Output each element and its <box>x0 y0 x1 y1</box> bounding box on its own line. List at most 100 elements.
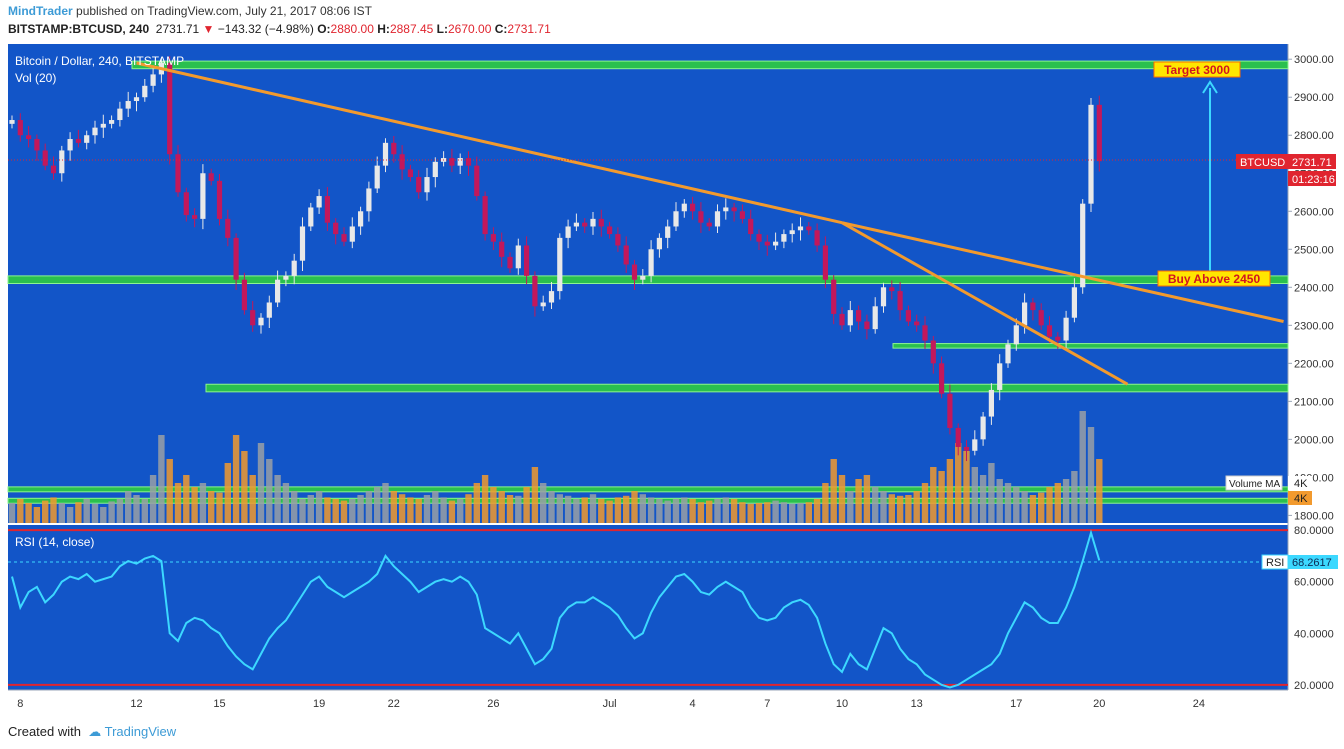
candle-body <box>872 306 878 330</box>
close-value: 2731.71 <box>507 22 551 36</box>
volume-bar <box>789 503 796 523</box>
time-tick-label: 19 <box>313 698 325 710</box>
volume-bar <box>573 499 580 523</box>
volume-bar <box>656 499 663 523</box>
down-arrow-icon: ▼ <box>202 22 215 36</box>
volume-bar <box>249 475 256 523</box>
target-arrow-head <box>1202 80 1218 94</box>
volume-bar <box>1071 471 1078 523</box>
time-tick-label: 24 <box>1193 698 1205 710</box>
volume-bar <box>473 483 480 523</box>
volume-bar <box>307 495 314 523</box>
price-tick-label: 2000.00 <box>1294 434 1334 446</box>
candle-body <box>84 135 90 143</box>
candle-body <box>67 139 73 151</box>
candle-body <box>748 218 754 235</box>
candle-body <box>50 165 57 174</box>
volume-bar <box>1021 491 1028 523</box>
price-tick-label: 1800.00 <box>1294 510 1334 522</box>
price-tick-label: 2600.00 <box>1294 206 1334 218</box>
volume-bar <box>664 500 671 523</box>
time-tick-label: 4 <box>690 698 696 710</box>
volume-bar <box>465 494 472 523</box>
candle-body <box>366 188 372 212</box>
volume-bar <box>50 497 57 523</box>
volume-bar <box>232 435 240 523</box>
candle-body <box>889 287 895 292</box>
volume-bar <box>772 500 779 523</box>
tradingview-brand[interactable]: TradingView <box>104 724 177 739</box>
candle-body <box>856 310 862 322</box>
volume-bar <box>523 487 530 523</box>
btcusd-tag-bg <box>1236 154 1336 169</box>
volume-bar <box>797 503 804 523</box>
candle-body <box>1063 317 1069 341</box>
price-tick-label: 3000.00 <box>1294 54 1334 66</box>
author-name[interactable]: MindTrader <box>8 4 73 18</box>
publish-text: published on TradingView.com, July 21, 2… <box>72 4 372 18</box>
candle-body <box>432 161 438 178</box>
candle-body <box>930 340 936 364</box>
volume-bar <box>324 497 331 523</box>
time-tick-label: 17 <box>1010 698 1022 710</box>
price-tick-label: 2900.00 <box>1294 92 1334 104</box>
volume-bar <box>706 500 713 523</box>
countdown-value: 01:23:16 <box>1292 174 1335 186</box>
candle-body <box>308 207 314 227</box>
candle-body <box>806 226 812 231</box>
volume-bar <box>764 502 771 523</box>
volume-bar <box>830 459 837 523</box>
candle-body <box>407 169 413 178</box>
volume-bar <box>448 500 456 523</box>
candle-body <box>532 275 538 307</box>
candle-body <box>34 139 40 151</box>
volume-bar <box>730 499 738 523</box>
tradingview-logo-icon[interactable]: ☁ <box>88 724 102 739</box>
candle-body <box>416 177 422 193</box>
candle-body <box>897 291 903 311</box>
buy-label: Buy Above 2450 <box>1168 272 1261 286</box>
volume-bar <box>183 475 190 523</box>
candle-body <box>955 427 961 447</box>
volume-bar <box>481 475 489 523</box>
time-tick-label: Jul <box>603 698 617 710</box>
price-change: −143.32 (−4.98%) <box>217 22 314 36</box>
candle-body <box>557 237 563 292</box>
candle-body <box>225 218 231 238</box>
volume-bar <box>8 503 16 523</box>
candle-body <box>615 234 621 246</box>
volume-bar <box>166 459 173 523</box>
volume-bar <box>548 491 555 523</box>
volume-bar <box>697 502 705 523</box>
volume-bar <box>564 495 572 523</box>
volume-bar <box>606 500 613 523</box>
volume-bar <box>315 491 323 523</box>
candle-body <box>781 234 787 242</box>
candle-body <box>822 245 828 280</box>
volume-bar <box>116 499 124 523</box>
publish-info: MindTrader published on TradingView.com,… <box>8 4 372 18</box>
candle-body <box>17 120 23 136</box>
volume-bar <box>755 503 763 523</box>
price-tick-label: 2100.00 <box>1294 396 1334 408</box>
trend-line <box>841 221 1284 323</box>
candle-body <box>640 275 646 280</box>
candle-body <box>731 207 737 212</box>
candle-body <box>258 317 264 326</box>
candle-body <box>92 127 98 136</box>
price-tick-label: 2200.00 <box>1294 358 1334 370</box>
volume-bar <box>506 495 514 523</box>
candle-body <box>582 222 588 227</box>
volume-bar <box>888 494 895 523</box>
volume-bar <box>556 494 563 523</box>
candle-body <box>681 203 687 212</box>
candle-body <box>548 291 555 303</box>
volume-bar <box>100 507 107 523</box>
rsi-series <box>11 529 1101 689</box>
volume-bar <box>423 495 431 523</box>
volume-bar <box>274 475 281 523</box>
candle-body <box>656 237 662 250</box>
volume-bar <box>490 487 497 523</box>
candle-body <box>922 325 928 341</box>
